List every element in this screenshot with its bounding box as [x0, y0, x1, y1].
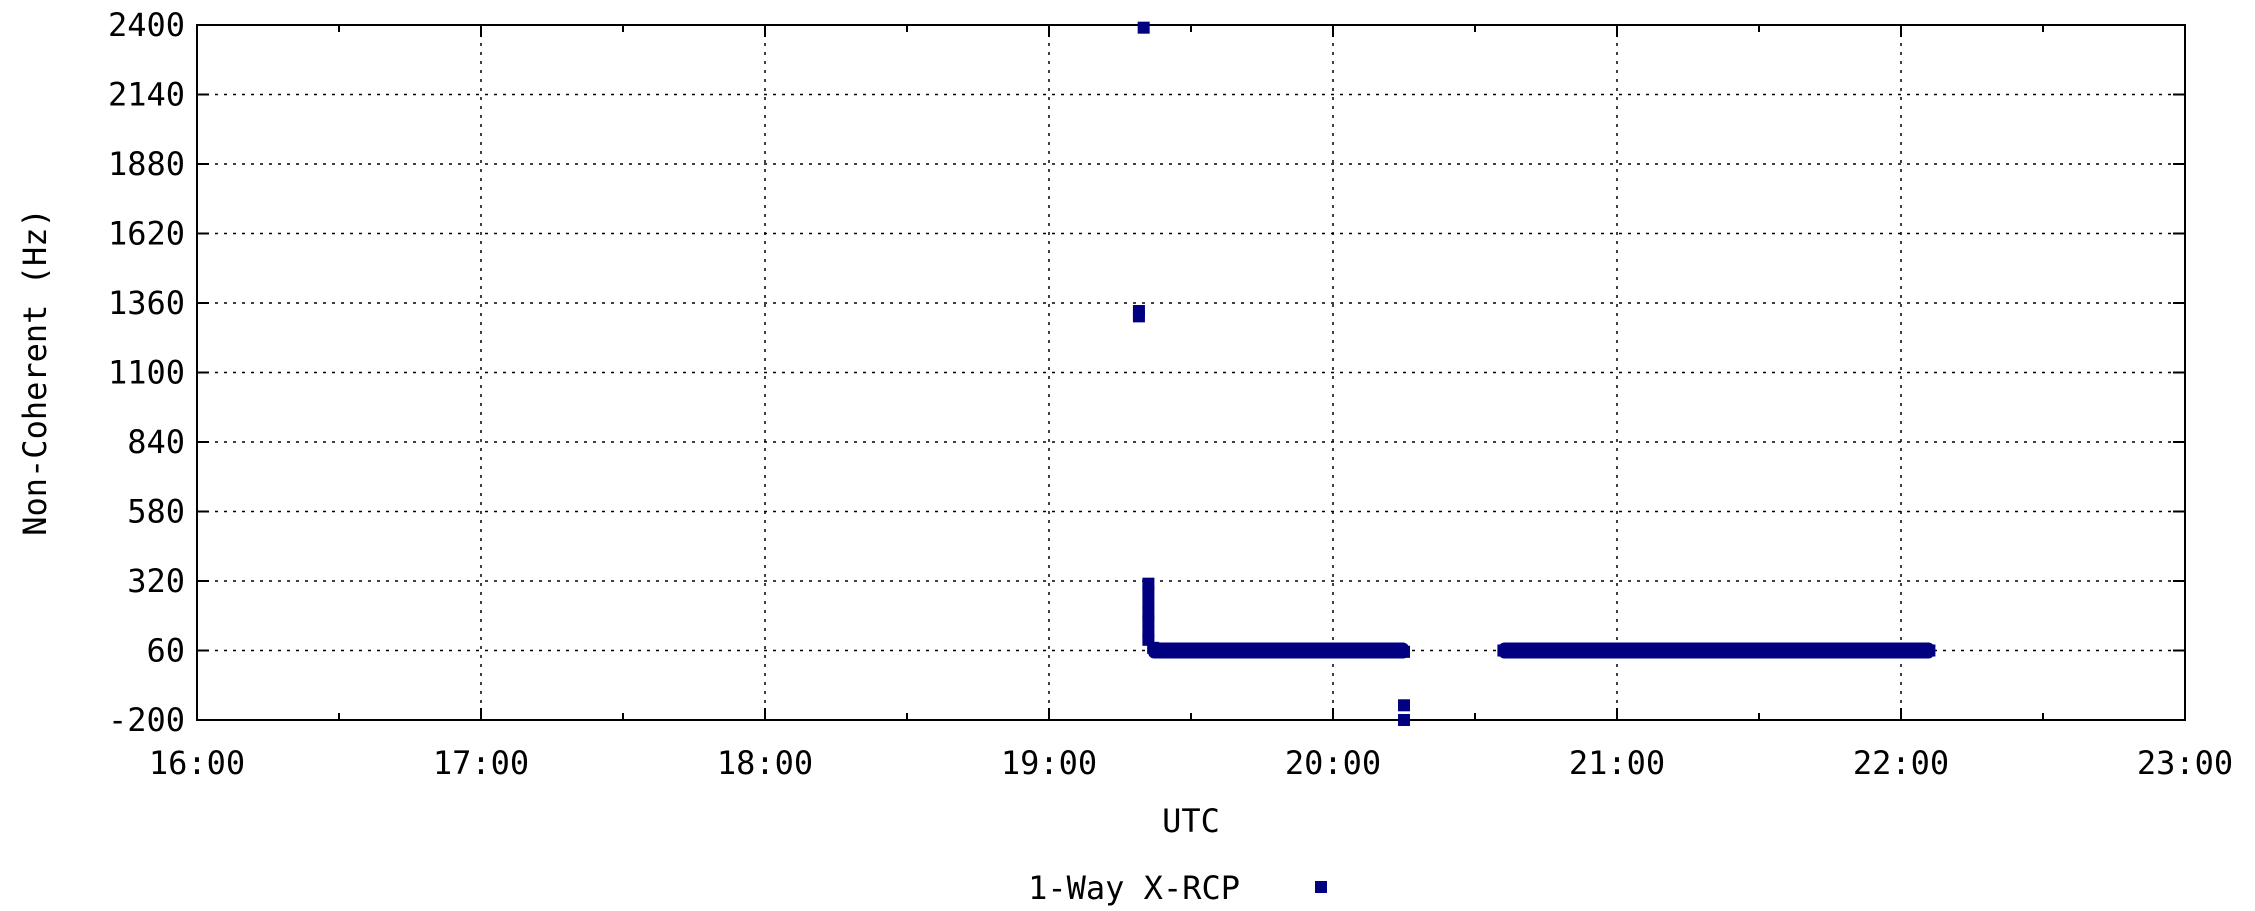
x-axis-label: UTC	[1162, 802, 1220, 840]
data-point	[1256, 644, 1268, 657]
data-point	[1895, 644, 1907, 657]
y-tick-label: 60	[146, 632, 185, 670]
y-tick-label: 2140	[108, 76, 185, 114]
data-point	[1398, 714, 1410, 726]
x-tick-labels: 16:00 17:00 18:00 19:00 20:00 21:00 22:00 23:00	[149, 744, 2233, 782]
y-tick-label: 1880	[108, 145, 185, 183]
y-tick-labels: 2400 2140 1880 1620 1360 1100 840 580 320 60 -200	[108, 6, 185, 739]
data-point	[1398, 699, 1410, 712]
y-tick-label: 2400	[108, 6, 185, 44]
x-tick-label: 16:00	[149, 744, 245, 782]
y-tick-label: -200	[108, 701, 185, 739]
legend: 1-Way X-RCP	[1028, 869, 1327, 907]
data-point	[1800, 644, 1813, 657]
data-point	[1303, 644, 1316, 657]
data-point	[1729, 644, 1742, 657]
data-point	[1658, 644, 1671, 657]
data-point	[1350, 644, 1363, 657]
data-point	[1587, 644, 1600, 657]
data-point	[1147, 641, 1160, 654]
data-point	[1563, 644, 1576, 657]
data-point	[1398, 645, 1410, 658]
x-tick-label: 17:00	[433, 744, 529, 782]
y-tick-label: 1360	[108, 284, 185, 322]
data-point	[1923, 644, 1936, 657]
data-point	[1540, 644, 1552, 657]
data-point	[1847, 644, 1860, 657]
data-point	[1776, 644, 1789, 657]
x-tick-label: 19:00	[1001, 744, 1097, 782]
data-point	[1516, 644, 1529, 657]
y-tick-label: 320	[127, 562, 185, 600]
data-point	[1824, 644, 1836, 657]
x-tick-label: 21:00	[1569, 744, 1665, 782]
y-tick-label: 1620	[108, 215, 185, 253]
tick-layer	[196, 24, 2186, 721]
y-tick-label: 1100	[108, 354, 185, 392]
data-point	[1753, 644, 1765, 657]
data-point	[1497, 644, 1510, 657]
data-point	[1374, 644, 1387, 657]
data-point	[1142, 615, 1155, 628]
y-tick-label: 580	[127, 493, 185, 531]
data-point	[1634, 644, 1647, 657]
data-point	[1682, 644, 1694, 657]
data-point	[1611, 644, 1623, 657]
data-point	[1142, 585, 1155, 598]
data-point	[1232, 644, 1245, 657]
data-point	[1871, 644, 1884, 657]
y-axis-label: Non-Coherent (Hz)	[16, 208, 54, 536]
data-point	[1142, 596, 1155, 609]
data-point	[1279, 644, 1292, 657]
legend-label-1-way-x-rcp: 1-Way X-RCP	[1028, 869, 1240, 907]
grid-layer	[197, 25, 2185, 720]
series-layer	[1132, 21, 1936, 726]
data-point	[1705, 644, 1718, 657]
x-tick-label: 22:00	[1853, 744, 1949, 782]
data-point	[1161, 644, 1174, 657]
data-point	[1185, 644, 1197, 657]
x-tick-label: 20:00	[1285, 744, 1381, 782]
legend-marker-1-way-x-rcp	[1315, 881, 1327, 893]
x-tick-label: 23:00	[2137, 744, 2233, 782]
data-point	[1137, 21, 1150, 34]
data-point	[1132, 310, 1145, 323]
x-tick-label: 18:00	[717, 744, 813, 782]
data-point	[1208, 644, 1221, 657]
data-point	[1327, 644, 1339, 657]
y-tick-label: 840	[127, 423, 185, 461]
